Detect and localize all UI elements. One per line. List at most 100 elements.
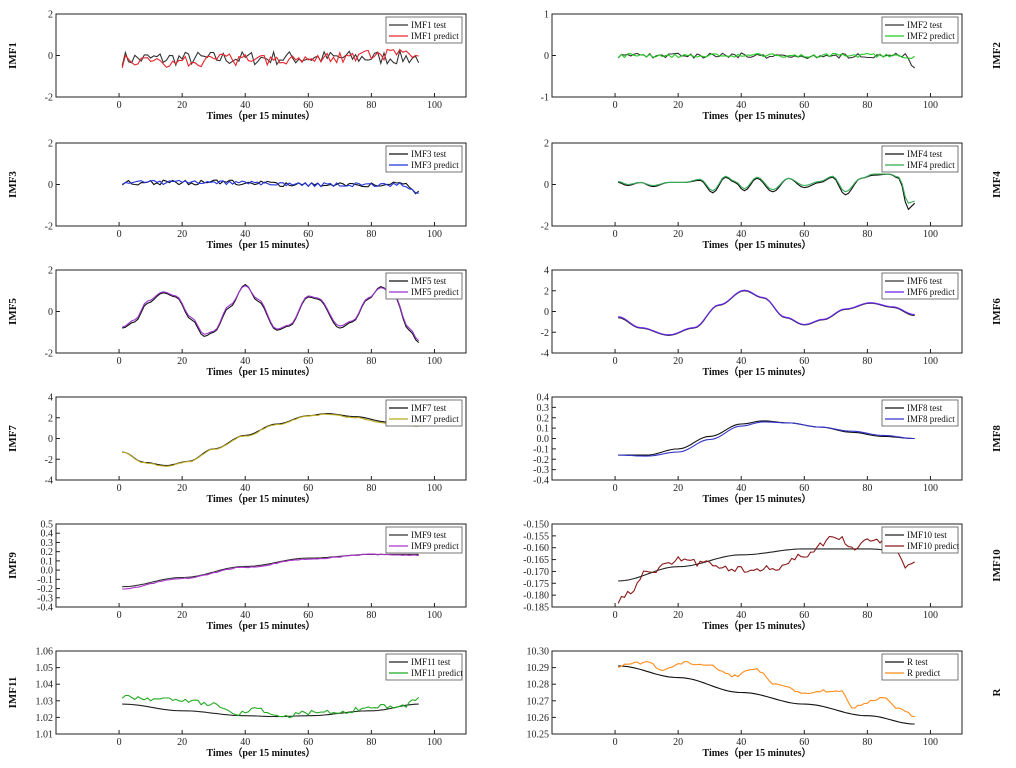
x-axis-title: Times（per 15 minutes） (702, 746, 811, 759)
x-tick-label: 100 (923, 483, 938, 494)
legend-label: IMF7 predict (411, 414, 459, 424)
legend-box (881, 272, 959, 300)
x-tick-label: 80 (366, 229, 376, 240)
y-tick-label: 1.03 (36, 696, 54, 707)
x-tick-label: 20 (673, 737, 683, 748)
y-tick-label: 0 (48, 307, 53, 318)
y-tick-label: 2 (544, 286, 549, 297)
x-tick-label: 20 (673, 229, 683, 240)
y-tick-label: -2 (45, 93, 53, 104)
y-axis-title: IMF8 (991, 425, 1003, 452)
x-tick-label: 80 (366, 610, 376, 621)
y-axis-title: IMF1 (7, 42, 19, 69)
legend-box (881, 16, 959, 44)
y-tick-label: -0.4 (37, 603, 53, 614)
x-tick-label: 60 (799, 737, 809, 748)
panel-imf11: 0 20 40 60 80 100 1.01 1.02 1.03 1.04 1.05 1.06 Time… (7, 647, 467, 759)
legend-label: IMF2 predict (907, 31, 955, 41)
y-tick-label: -2 (45, 455, 53, 466)
y-tick-label: 0 (544, 307, 549, 318)
series-line-imf7-predict (122, 413, 419, 467)
y-tick-label: 0.1 (41, 556, 54, 567)
x-tick-label: 100 (427, 610, 442, 621)
y-tick-label: 10.29 (527, 663, 550, 674)
legend-label: IMF1 predict (411, 31, 459, 41)
legend-label: IMF9 predict (411, 541, 459, 551)
legend-label: IMF4 test (907, 149, 943, 159)
x-tick-label: 20 (177, 229, 187, 240)
legend-label: IMF3 predict (411, 160, 459, 170)
legend-label: IMF9 test (411, 530, 447, 540)
series-line-imf6-predict (618, 289, 915, 336)
x-tick-label: 0 (117, 483, 122, 494)
panel-imf6: 0 20 40 60 80 100 -4 -2 0 2 4 Times（per 15 minutes）… (541, 266, 1003, 379)
y-tick-label: 10.26 (527, 713, 550, 724)
y-axis-title: IMF4 (991, 171, 1003, 198)
x-tick-label: 20 (673, 356, 683, 367)
y-tick-label: 4 (544, 266, 549, 277)
y-axis-title: IMF10 (991, 549, 1003, 582)
legend-box (881, 399, 959, 427)
y-axis-title: IMF11 (7, 677, 19, 709)
y-tick-label: 10.30 (527, 647, 550, 658)
x-tick-label: 0 (613, 100, 618, 111)
panel-imf1: 0 20 40 60 80 100 -2 0 2 Times（per 15 minutes） IMF… (7, 10, 467, 122)
series-line-imf8-test (618, 420, 915, 456)
y-tick-label: 1.04 (36, 680, 54, 691)
x-tick-label: 60 (799, 483, 809, 494)
legend-label: IMF10 test (907, 530, 947, 540)
y-tick-label: -0.3 (37, 593, 53, 604)
x-tick-label: 100 (923, 610, 938, 621)
x-tick-label: 80 (862, 100, 872, 111)
y-tick-label: 2 (544, 139, 549, 150)
legend-box (385, 16, 463, 44)
y-tick-label: -0.175 (523, 579, 549, 590)
x-tick-label: 60 (303, 100, 313, 111)
x-tick-label: 60 (799, 229, 809, 240)
x-tick-label: 0 (117, 100, 122, 111)
legend-label: IMF1 test (411, 20, 447, 30)
x-tick-label: 60 (799, 610, 809, 621)
x-axis-title: Times（per 15 minutes） (702, 109, 811, 122)
legend-box (881, 145, 959, 173)
legend-box (385, 399, 463, 427)
y-tick-label: 1.05 (36, 663, 54, 674)
plot-frame (551, 523, 963, 608)
legend-label: IMF8 test (907, 403, 943, 413)
x-tick-label: 80 (862, 356, 872, 367)
x-tick-label: 40 (240, 229, 250, 240)
y-tick-label: -2 (541, 328, 549, 339)
y-tick-label: 0 (544, 51, 549, 62)
series-line-imf11-test (122, 703, 419, 718)
x-tick-label: 100 (427, 483, 442, 494)
x-tick-label: 40 (736, 229, 746, 240)
legend-label: IMF8 predict (907, 414, 955, 424)
x-tick-label: 20 (177, 100, 187, 111)
x-tick-label: 40 (240, 610, 250, 621)
x-tick-label: 80 (862, 737, 872, 748)
x-tick-label: 40 (240, 356, 250, 367)
x-tick-label: 80 (366, 737, 376, 748)
x-tick-label: 60 (799, 100, 809, 111)
legend-label: IMF3 test (411, 149, 447, 159)
series-line-imf3-predict (121, 179, 419, 194)
x-tick-label: 40 (736, 610, 746, 621)
y-tick-label: 1.02 (36, 713, 54, 724)
x-tick-label: 40 (240, 483, 250, 494)
series-line-imf1-test (121, 48, 420, 67)
x-tick-label: 60 (303, 356, 313, 367)
y-tick-label: 2 (48, 10, 53, 21)
legend-label: IMF11 predict (411, 668, 463, 678)
x-tick-label: 100 (427, 737, 442, 748)
y-axis-title: R (991, 687, 1003, 696)
y-tick-label: 0.4 (537, 393, 550, 404)
x-tick-label: 100 (427, 100, 442, 111)
y-tick-label: 0.5 (41, 520, 54, 531)
legend-box (385, 653, 463, 681)
series-line-imf2-predict (617, 52, 916, 59)
x-tick-label: 80 (366, 100, 376, 111)
y-tick-label: 0.3 (537, 403, 550, 414)
y-tick-label: -0.4 (533, 476, 549, 487)
legend-label: IMF4 predict (907, 160, 955, 170)
y-tick-label: -0.185 (523, 603, 549, 614)
